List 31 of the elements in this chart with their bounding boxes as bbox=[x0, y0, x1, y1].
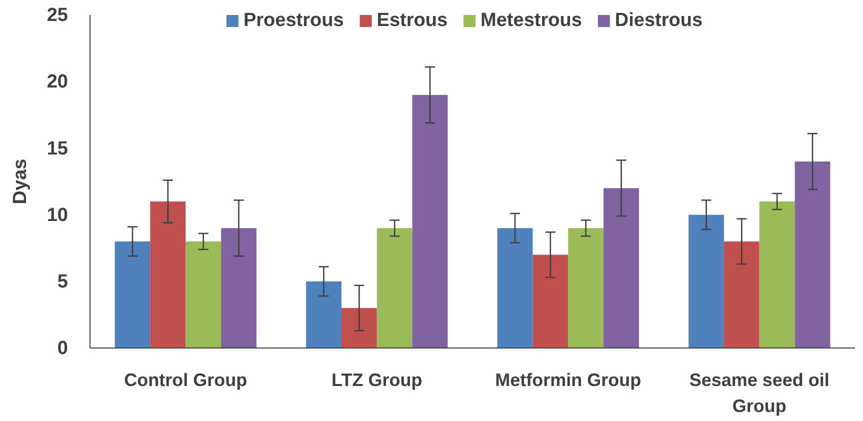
y-tick-label: 15 bbox=[46, 138, 68, 160]
bar bbox=[568, 228, 604, 348]
legend-label: Diestrous bbox=[614, 10, 703, 31]
x-tick-label: Sesame seed oil Group bbox=[689, 370, 830, 416]
bar bbox=[604, 188, 639, 348]
bar bbox=[724, 241, 760, 348]
bar bbox=[306, 281, 342, 348]
bar bbox=[221, 228, 256, 348]
y-tick-label: 20 bbox=[46, 72, 68, 93]
x-tick-label: Control Group bbox=[124, 370, 248, 390]
legend-label: Proestrous bbox=[243, 10, 344, 31]
legend-label: Estrous bbox=[376, 10, 448, 31]
y-tick-label: 5 bbox=[57, 271, 68, 292]
legend-label: Metestrous bbox=[480, 10, 582, 31]
bar bbox=[114, 241, 150, 348]
y-tick-label: 0 bbox=[57, 338, 68, 360]
bar bbox=[376, 228, 412, 348]
x-tick-label: Metformin Group bbox=[495, 370, 642, 390]
bar bbox=[532, 254, 568, 348]
y-tick-label: 25 bbox=[46, 5, 68, 26]
bar bbox=[688, 214, 724, 348]
bar bbox=[794, 162, 830, 348]
bar bbox=[497, 228, 533, 348]
bar bbox=[186, 241, 222, 348]
y-tick-label: 10 bbox=[46, 204, 68, 226]
y-axis-title: Dyas bbox=[10, 158, 31, 204]
bar bbox=[150, 201, 186, 348]
bar bbox=[759, 201, 795, 348]
bar bbox=[412, 94, 448, 348]
x-tick-label: LTZ Group bbox=[332, 370, 422, 390]
bar bbox=[341, 308, 377, 348]
